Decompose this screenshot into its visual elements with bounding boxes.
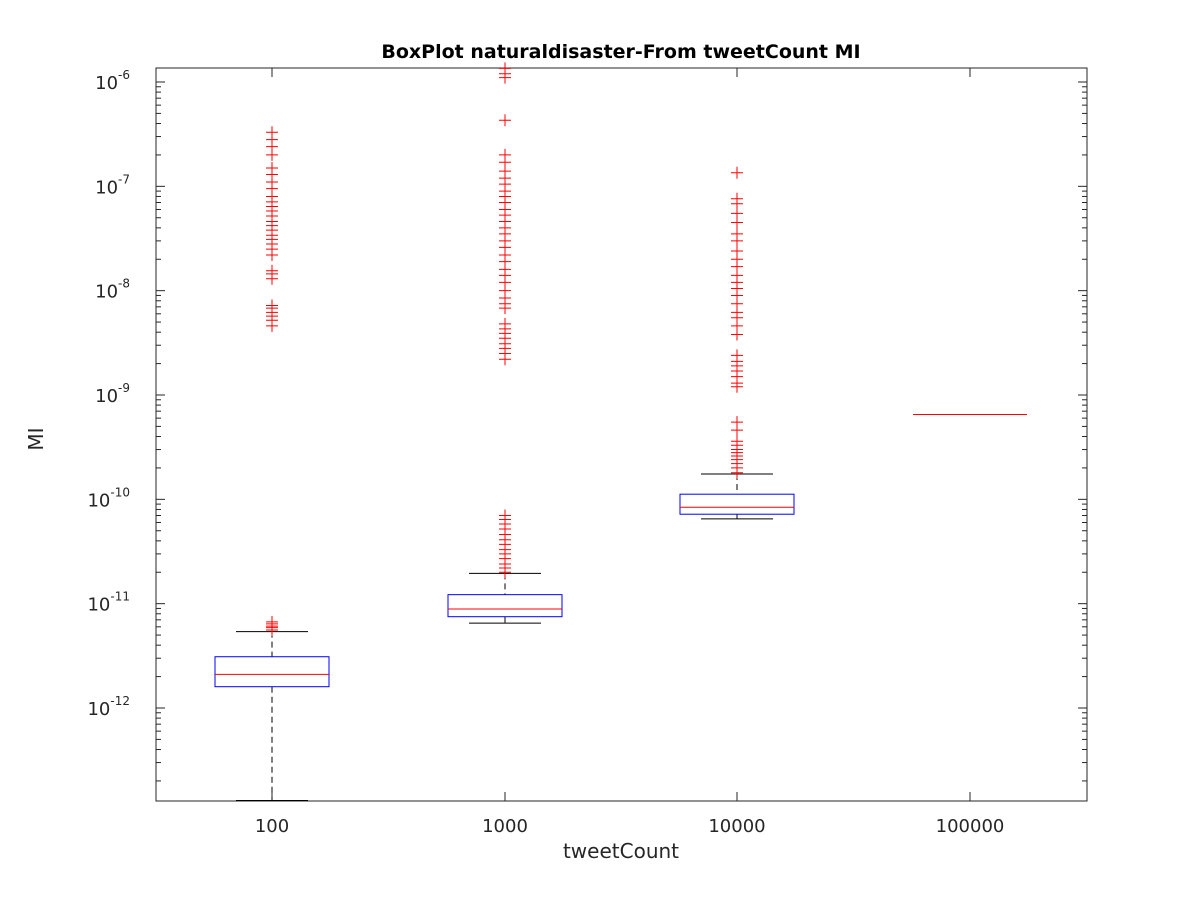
y-tick-label: 10-10	[87, 485, 130, 511]
box	[679, 493, 795, 515]
box	[214, 656, 330, 688]
box-group-10000	[679, 166, 795, 520]
y-tick-label-exponent: -8	[118, 277, 130, 291]
outlier-marker	[266, 615, 278, 628]
y-tick-label-base: 10	[87, 490, 110, 511]
y-tick-label-base: 10	[87, 699, 110, 720]
chart-title: BoxPlot naturaldisaster-From tweetCount …	[381, 41, 860, 63]
y-tick-label-base: 10	[95, 73, 118, 94]
outlier-marker	[731, 192, 743, 205]
y-tick-label: 10-7	[95, 172, 130, 198]
outlier-marker	[499, 148, 511, 161]
y-tick-label: 10-12	[87, 694, 130, 720]
y-axis-label: MI	[24, 427, 48, 450]
x-tick-label: 100000	[936, 816, 1005, 837]
y-tick-label-exponent: -11	[110, 590, 130, 604]
y-tick-label-base: 10	[95, 386, 118, 407]
outlier-marker	[266, 264, 278, 277]
box-group-1000	[447, 62, 563, 624]
box	[447, 594, 563, 618]
y-tick-label: 10-8	[95, 277, 130, 303]
y-tick-label-exponent: -7	[118, 172, 130, 186]
x-tick-label: 10000	[708, 816, 765, 837]
outlier-marker	[499, 509, 511, 522]
outlier-marker	[731, 349, 743, 362]
y-tick-label-exponent: -12	[110, 694, 130, 708]
x-tick-label: 1000	[482, 816, 528, 837]
outlier-marker	[499, 114, 511, 127]
y-tick-label-exponent: -9	[118, 381, 130, 395]
x-tick-label: 100	[255, 816, 289, 837]
outlier-marker	[499, 317, 511, 330]
x-axis-label: tweetCount	[563, 839, 679, 863]
y-tick-label-base: 10	[95, 177, 118, 198]
outlier-marker	[499, 62, 511, 75]
outlier-marker	[731, 435, 743, 448]
y-tick-label: 10-6	[95, 68, 130, 94]
outlier-marker	[731, 416, 743, 429]
outlier-marker	[731, 244, 743, 257]
y-tick-label: 10-11	[87, 590, 130, 616]
outlier-marker	[731, 166, 743, 179]
y-tick-label-exponent: -6	[118, 68, 130, 82]
plot-frame	[155, 67, 1088, 802]
outlier-marker	[731, 227, 743, 240]
outlier-marker	[266, 161, 278, 174]
y-tick-label-base: 10	[87, 595, 110, 616]
y-tick-label-base: 10	[95, 282, 118, 303]
y-tick-label: 10-9	[95, 381, 130, 407]
box-group-100	[214, 126, 330, 801]
outlier-marker	[266, 299, 278, 312]
outlier-marker	[266, 126, 278, 139]
y-tick-label-exponent: -10	[110, 485, 130, 499]
